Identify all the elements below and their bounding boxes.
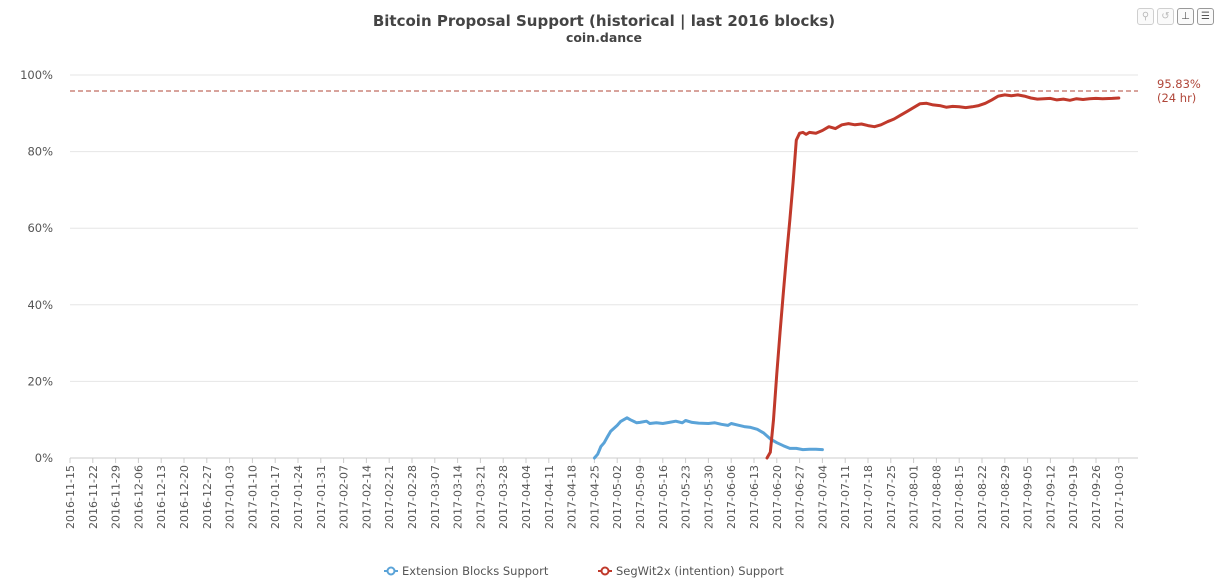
legend: Extension Blocks Support SegWit2x (intent… <box>384 564 784 578</box>
chart-subtitle: coin.dance <box>566 30 642 45</box>
x-tick-label: 2017-06-27 <box>794 465 807 529</box>
x-tick-label: 2017-09-05 <box>1022 465 1035 529</box>
series <box>592 93 1121 460</box>
x-tick-label: 2016-11-29 <box>110 465 123 529</box>
x-tick-label: 2016-12-13 <box>155 465 168 529</box>
x-tick-label: 2017-07-11 <box>839 465 852 529</box>
x-tick-label: 2017-05-23 <box>680 465 693 529</box>
grid <box>70 74 1138 459</box>
x-tick-label: 2017-09-12 <box>1044 465 1057 529</box>
x-tick-label: 2017-08-29 <box>999 465 1012 529</box>
zoom-icon[interactable]: ⚲ <box>1137 8 1154 25</box>
y-axis: 0% 20% 40% 60% 80% 100% <box>20 68 53 465</box>
x-tick-label: 2017-05-30 <box>702 465 715 529</box>
y-tick-label: 20% <box>27 374 53 388</box>
x-tick-label: 2017-03-14 <box>452 465 465 529</box>
x-tick-label: 2017-02-28 <box>406 465 419 529</box>
x-tick-label: 2017-08-01 <box>908 465 921 529</box>
reference-line: 95.83%(24 hr) <box>70 77 1201 105</box>
x-tick-label: 2016-12-06 <box>132 465 145 529</box>
x-axis: 2016-11-15 2016-11-22 2016-11-29 2016-12-06… <box>64 458 1126 529</box>
x-tick-label: 2017-04-04 <box>520 465 533 529</box>
x-tick-label: 2017-02-14 <box>360 465 373 529</box>
x-tick-label: 2016-12-27 <box>201 465 214 529</box>
reference-line-sublabel: (24 hr) <box>1157 91 1196 105</box>
y-tick-label: 0% <box>35 451 53 465</box>
y-tick-label: 100% <box>20 68 53 82</box>
x-tick-label: 2017-09-26 <box>1090 465 1103 529</box>
pan-icon[interactable]: ⊥ <box>1177 8 1194 25</box>
legend-swatch-marker <box>386 566 396 576</box>
x-tick-label: 2017-01-10 <box>246 465 259 529</box>
x-tick-label: 2017-05-16 <box>657 465 670 529</box>
x-tick-label: 2017-04-25 <box>588 465 601 529</box>
x-tick-label: 2017-03-21 <box>474 465 487 529</box>
x-tick-label: 2017-01-24 <box>292 465 305 529</box>
x-tick-label: 2017-10-03 <box>1113 465 1126 529</box>
legend-label: SegWit2x (intention) Support <box>616 564 784 578</box>
x-tick-label: 2017-04-18 <box>566 465 579 529</box>
legend-item[interactable]: Extension Blocks Support <box>384 564 549 578</box>
x-tick-label: 2017-08-22 <box>976 465 989 529</box>
x-tick-label: 2017-05-09 <box>634 465 647 529</box>
series-line-segwit2x <box>765 93 1121 460</box>
x-tick-label: 2016-11-22 <box>87 465 100 529</box>
x-tick-label: 2017-01-03 <box>224 465 237 529</box>
chart-title: Bitcoin Proposal Support (historical | l… <box>373 12 835 31</box>
x-tick-label: 2017-03-07 <box>429 465 442 529</box>
x-tick-label: 2017-06-20 <box>771 465 784 529</box>
y-tick-label: 60% <box>27 221 53 235</box>
x-tick-label: 2017-01-31 <box>315 465 328 529</box>
x-tick-label: 2017-01-17 <box>269 465 282 529</box>
y-tick-label: 80% <box>27 145 53 159</box>
x-tick-label: 2017-09-19 <box>1067 465 1080 529</box>
x-tick-label: 2017-08-08 <box>930 465 943 529</box>
x-tick-label: 2017-08-15 <box>953 465 966 529</box>
x-tick-label: 2017-07-18 <box>862 465 875 529</box>
x-tick-label: 2017-06-06 <box>725 465 738 529</box>
menu-icon[interactable]: ☰ <box>1197 8 1214 25</box>
legend-item[interactable]: SegWit2x (intention) Support <box>598 564 784 578</box>
reset-zoom-icon[interactable]: ↺ <box>1157 8 1174 25</box>
series-line-extension-blocks <box>592 416 824 460</box>
legend-swatch-marker <box>600 566 610 576</box>
y-tick-label: 40% <box>27 298 53 312</box>
x-tick-label: 2017-02-21 <box>383 465 396 529</box>
x-tick-label: 2017-05-02 <box>611 465 624 529</box>
x-tick-label: 2017-03-28 <box>497 465 510 529</box>
chart-toolbar: ⚲ ↺ ⊥ ☰ <box>1137 8 1214 25</box>
x-tick-label: 2017-07-25 <box>885 465 898 529</box>
reference-line-label: 95.83% <box>1157 77 1201 91</box>
x-tick-label: 2016-11-15 <box>64 465 77 529</box>
x-tick-label: 2017-06-13 <box>748 465 761 529</box>
x-tick-label: 2017-02-07 <box>338 465 351 529</box>
x-tick-label: 2016-12-20 <box>178 465 191 529</box>
x-tick-label: 2017-04-11 <box>543 465 556 529</box>
x-tick-label: 2017-07-04 <box>816 465 829 529</box>
legend-label: Extension Blocks Support <box>402 564 549 578</box>
